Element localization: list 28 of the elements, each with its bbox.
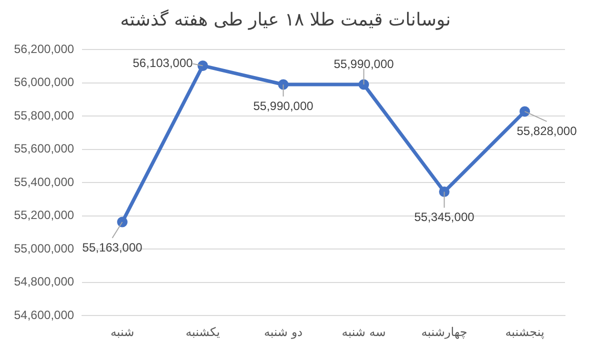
y-tick-label: 55,800,000 (14, 108, 74, 122)
data-label: 55,828,000 (516, 124, 578, 138)
x-tick-label: پنجشنبه (505, 324, 544, 339)
y-tick-label: 55,600,000 (14, 142, 74, 156)
y-tick-label: 54,800,000 (14, 274, 74, 289)
x-tick-label: دو شنبه (264, 324, 303, 339)
y-tick-label: 56,200,000 (14, 42, 74, 56)
y-tick-label: 55,200,000 (14, 208, 74, 222)
data-label: 55,990,000 (334, 56, 394, 71)
x-tick-label: سه شنبه (342, 324, 386, 339)
y-tick-label: 54,600,000 (14, 308, 74, 322)
data-label: 55,990,000 (253, 98, 314, 113)
data-label: 56,103,000 (132, 56, 194, 70)
chart-title: نوسانات قیمت طلا ۱۸ عیار طی هفته گذشته (120, 8, 451, 30)
point (198, 60, 208, 71)
y-tick-label: 55,000,000 (14, 241, 74, 256)
point (358, 79, 370, 90)
point (117, 216, 128, 228)
x-tick-label: شنبه (110, 324, 134, 339)
point (439, 186, 450, 197)
x-tick-label: چهارشنبه (421, 324, 468, 339)
data-label: 55,163,000 (82, 240, 143, 254)
point (278, 79, 289, 90)
y-tick-label: 55,400,000 (14, 174, 74, 189)
data-label: 55,345,000 (414, 210, 475, 224)
point (520, 106, 530, 117)
y-tick-label: 56,000,000 (14, 75, 74, 90)
x-tick-label: یکشنبه (186, 324, 220, 339)
